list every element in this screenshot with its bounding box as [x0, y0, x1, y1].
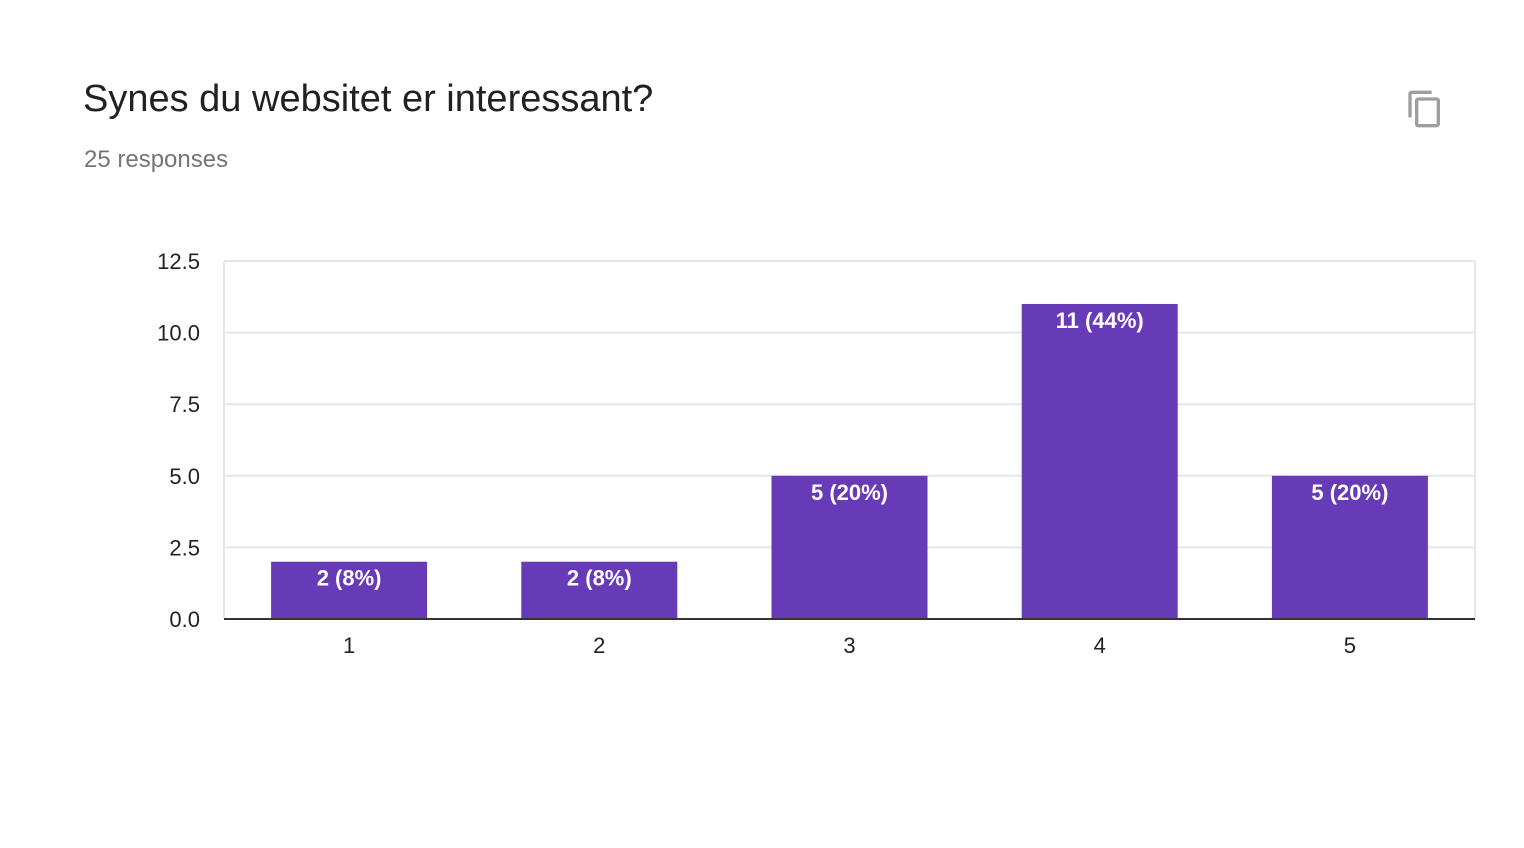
x-tick-label: 3 — [843, 633, 855, 658]
x-tick-label: 1 — [343, 633, 355, 658]
bar-4 — [1021, 303, 1178, 619]
bar-1 — [271, 561, 428, 619]
x-tick-label: 4 — [1094, 633, 1106, 658]
y-tick-label: 7.5 — [169, 392, 200, 417]
bar-data-label: 2 (8%) — [567, 566, 632, 591]
bar-data-label: 11 (44%) — [1056, 308, 1144, 333]
copy-chart-button[interactable] — [1398, 82, 1452, 136]
bars: 2 (8%) 2 (8%) 5 (20%) 11 (44%) 5 (20%) — [271, 303, 1428, 619]
bar-2 — [521, 561, 678, 619]
bar-data-label: 2 (8%) — [317, 566, 382, 591]
bar-data-label: 5 (20%) — [1311, 480, 1388, 505]
x-tick-label: 2 — [593, 633, 605, 658]
copy-icon — [1408, 90, 1440, 128]
y-tick-label: 10.0 — [157, 321, 200, 346]
y-tick-label: 5.0 — [169, 464, 200, 489]
y-tick-label: 12.5 — [157, 249, 200, 274]
x-tick-label: 5 — [1344, 633, 1356, 658]
y-tick-label: 2.5 — [169, 535, 200, 560]
axes: 0.0 2.5 5.0 7.5 10.0 12.5 1 2 3 4 5 — [157, 249, 1475, 658]
response-count: 25 responses — [84, 146, 229, 173]
bar-5 — [1271, 475, 1428, 619]
question-title: Synes du websitet er interessant? — [83, 78, 654, 120]
bar-data-label: 5 (20%) — [811, 480, 888, 505]
bar-3 — [771, 475, 928, 619]
y-tick-label: 0.0 — [169, 607, 200, 632]
